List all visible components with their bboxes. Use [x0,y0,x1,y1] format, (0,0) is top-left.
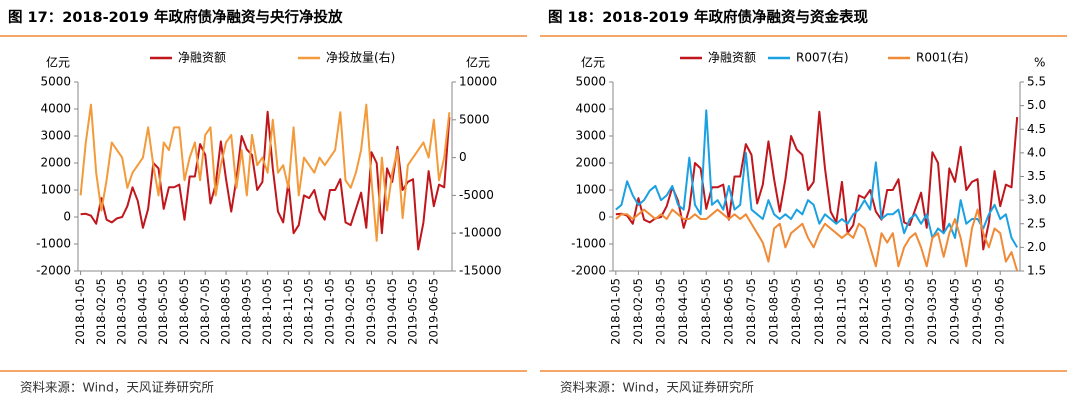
x-tick-label: 2018-11-05 [281,278,295,345]
x-tick-label: 2018-06-05 [177,278,191,345]
source-note: 资料来源：Wind，天风证券研究所 [20,380,214,395]
x-tick-label: 2019-02-05 [343,278,357,345]
y-tick-label: 2000 [575,156,606,170]
x-tick-label: 2018-10-05 [812,278,826,345]
x-tick-label: 2019-06-05 [993,278,1007,345]
x-tick-label: 2019-03-05 [364,278,378,345]
legend-label: 净融资额 [178,51,226,65]
x-tick-label: 2019-04-05 [947,278,961,345]
y2-tick-label: 3.0 [1027,193,1046,207]
x-tick-label: 2019-03-05 [925,278,939,345]
x-tick-label: 2018-07-05 [744,278,758,345]
x-tick-label: 2019-01-05 [322,278,336,345]
x-tick-label: 2019-06-05 [426,278,440,345]
y2-tick-label: 2.5 [1027,216,1046,230]
y-tick-label: 5000 [575,75,606,89]
y-tick-label: 1000 [40,183,71,197]
y-tick-label: 0 [598,210,606,224]
y-axis-unit: 亿元 [581,55,605,70]
chart-title: 图 18：2018-2019 年政府债净融资与资金表现 [548,8,869,26]
source-note: 资料来源：Wind，天风证券研究所 [560,380,754,395]
y-tick-label: 3000 [40,129,71,143]
y-tick-label: 3000 [575,129,606,143]
y-tick-label: 4000 [575,102,606,116]
y2-tick-label: 5000 [459,112,490,126]
x-tick-label: 2018-06-05 [721,278,735,345]
y2-tick-label: -15000 [459,264,502,278]
x-tick-label: 2018-05-05 [699,278,713,345]
y-tick-label: -2000 [571,264,606,278]
x-tick-label: 2018-08-05 [219,278,233,345]
x-tick-label: 2018-10-05 [260,278,274,345]
x-tick-label: 2018-04-05 [135,278,149,345]
x-tick-label: 2018-05-05 [156,278,170,345]
x-tick-label: 2018-02-05 [631,278,645,345]
x-tick-label: 2019-05-05 [970,278,984,345]
y2-tick-label: 2.0 [1027,240,1046,254]
x-tick-label: 2019-01-05 [880,278,894,345]
y2-tick-label: 3.5 [1027,169,1046,183]
y2-tick-label: -10000 [459,226,502,240]
y2-tick-label: 4.0 [1027,145,1046,159]
y2-tick-label: 5.0 [1027,98,1046,112]
x-tick-label: 2018-12-05 [857,278,871,345]
series-line [79,103,451,242]
y2-axis-unit: 亿元 [466,55,490,70]
x-tick-label: 2018-08-05 [767,278,781,345]
x-tick-label: 2018-12-05 [302,278,316,345]
chart-title: 图 17：2018-2019 年政府债净融资与央行净投放 [8,8,343,26]
legend-label: 净融资额 [708,51,756,65]
chart: 图 17：2018-2019 年政府债净融资与央行净投放资料来源：Wind，天风… [0,8,527,395]
x-tick-label: 2018-03-05 [115,278,129,345]
y2-tick-label: 4.5 [1027,122,1046,136]
legend-label: R001(右) [916,50,969,65]
y-tick-label: -2000 [36,264,71,278]
x-tick-label: 2018-01-05 [608,278,622,345]
y-tick-label: -1000 [571,237,606,251]
y-tick-label: 5000 [40,75,71,89]
x-tick-label: 2019-02-05 [902,278,916,345]
y2-tick-label: 0 [459,150,467,164]
y-tick-label: 2000 [40,156,71,170]
legend-label: R007(右) [796,50,849,65]
x-tick-label: 2018-09-05 [239,278,253,345]
y2-tick-label: 1.5 [1027,264,1046,278]
x-tick-label: 2018-02-05 [94,278,108,345]
chart: 图 18：2018-2019 年政府债净融资与资金表现资料来源：Wind，天风证… [540,8,1067,395]
y-tick-label: 4000 [40,102,71,116]
series-line [80,110,451,251]
x-tick-label: 2018-03-05 [654,278,668,345]
x-tick-label: 2018-04-05 [676,278,690,345]
y-tick-label: 1000 [575,183,606,197]
y-axis-unit: 亿元 [46,55,70,70]
y2-tick-label: 10000 [459,75,497,89]
x-tick-label: 2018-11-05 [834,278,848,345]
x-tick-label: 2018-09-05 [789,278,803,345]
y2-axis-unit: % [1034,56,1045,70]
y2-tick-label: 5.5 [1027,75,1046,89]
series-line [615,110,1019,251]
y-tick-label: -1000 [36,237,71,251]
x-tick-label: 2019-04-05 [385,278,399,345]
y-tick-label: 0 [63,210,71,224]
x-tick-label: 2019-05-05 [406,278,420,345]
y2-tick-label: -5000 [459,188,494,202]
series-line [615,208,1019,272]
legend-label: 净投放量(右) [326,50,395,65]
x-tick-label: 2018-07-05 [198,278,212,345]
x-tick-label: 2018-01-05 [73,278,87,345]
series-line [615,109,1019,248]
